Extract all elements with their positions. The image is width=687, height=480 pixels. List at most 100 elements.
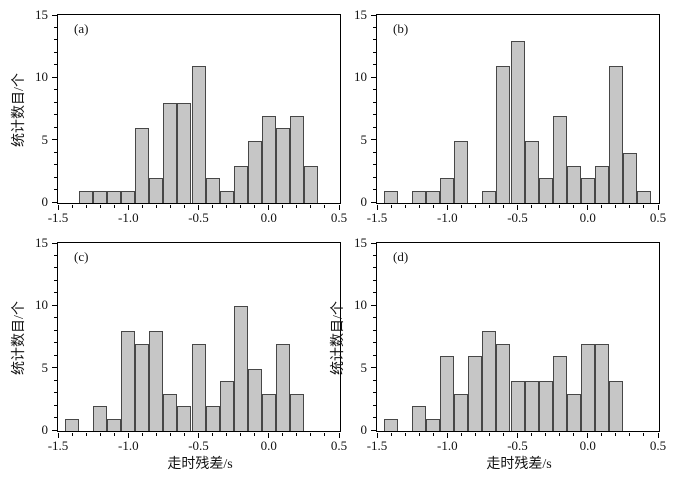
x-minor-tick xyxy=(310,432,312,436)
histogram-bar xyxy=(107,190,122,203)
y-minor-tick xyxy=(53,379,57,381)
histogram-bar xyxy=(303,165,318,203)
y-tick-label: 10 xyxy=(35,297,48,313)
x-tick-label: 0.0 xyxy=(579,210,596,225)
histogram-bar xyxy=(482,190,497,203)
y-axis-title: 统计数目/个 xyxy=(331,301,346,375)
x-minor-tick xyxy=(503,204,504,208)
panel-label: (c) xyxy=(74,249,89,264)
histogram-bar xyxy=(454,393,469,431)
y-minor-tick xyxy=(372,255,376,256)
x-minor-tick xyxy=(254,432,256,436)
x-minor-tick xyxy=(531,432,533,436)
y-minor-tick xyxy=(53,329,57,331)
y-tick-label: 15 xyxy=(354,235,367,250)
histogram-bar xyxy=(524,381,539,431)
y-major-tick xyxy=(51,76,57,78)
x-tick-label: 0.5 xyxy=(330,438,348,453)
x-minor-tick xyxy=(296,204,298,208)
y-minor-tick xyxy=(53,51,57,53)
histogram-bar xyxy=(412,406,427,431)
x-minor-tick xyxy=(531,204,533,208)
x-minor-tick xyxy=(296,432,298,436)
histogram-bar xyxy=(191,65,206,203)
x-major-tick xyxy=(127,432,129,438)
panel-label: (a) xyxy=(74,21,89,36)
x-tick-label: -0.5 xyxy=(507,210,528,225)
histogram-bar xyxy=(580,178,595,203)
x-minor-tick xyxy=(559,204,561,208)
x-tick-label: -1.0 xyxy=(118,210,139,225)
histogram-bar xyxy=(289,115,304,203)
panel-a: -1.5 -1.0 -0.5 0.0 0.5 0 5 10 15 (a) 统计数目/个 xyxy=(12,8,347,225)
histogram-bar xyxy=(121,190,136,203)
y-tick-label: 10 xyxy=(354,297,367,313)
x-minor-tick xyxy=(559,432,561,436)
histogram-bar xyxy=(247,368,262,431)
y-minor-tick xyxy=(372,417,376,418)
x-minor-tick xyxy=(488,432,490,436)
histogram-bar xyxy=(510,381,525,431)
y-major-tick xyxy=(370,304,376,306)
histogram-bar xyxy=(538,178,553,203)
y-minor-tick xyxy=(53,417,57,418)
x-tick-label: 0.5 xyxy=(330,210,348,225)
histogram-bar xyxy=(121,331,136,431)
x-tick-label: 0.5 xyxy=(649,438,667,453)
histogram-bar xyxy=(163,103,178,203)
y-major-tick xyxy=(370,76,376,78)
y-major-tick xyxy=(370,429,376,431)
x-minor-tick xyxy=(184,204,185,208)
y-minor-tick xyxy=(53,39,57,41)
x-minor-tick xyxy=(240,204,242,208)
y-tick-label: 15 xyxy=(35,7,48,22)
histogram-bar xyxy=(496,343,511,431)
y-minor-tick xyxy=(53,189,57,190)
x-axis-title: 走时残差/s xyxy=(167,457,233,472)
y-minor-tick xyxy=(53,27,57,28)
x-minor-tick xyxy=(573,432,575,436)
x-tick-label: 0.5 xyxy=(649,210,667,225)
histogram-bar xyxy=(191,343,206,431)
y-minor-tick xyxy=(372,392,376,394)
x-minor-tick xyxy=(212,432,214,436)
histogram-bar xyxy=(177,103,192,203)
x-minor-tick xyxy=(390,204,392,208)
x-minor-tick xyxy=(282,432,284,436)
x-tick-label: -0.5 xyxy=(188,438,209,453)
y-major-tick xyxy=(51,14,57,16)
x-minor-tick xyxy=(503,432,504,436)
x-minor-tick xyxy=(404,204,406,208)
x-major-tick xyxy=(268,204,270,210)
x-tick-label: -1.0 xyxy=(437,438,458,453)
x-major-tick xyxy=(338,204,340,210)
x-major-tick xyxy=(376,432,378,438)
x-minor-tick xyxy=(169,204,171,208)
y-minor-tick xyxy=(372,126,376,128)
x-minor-tick xyxy=(432,204,434,208)
histogram-bar xyxy=(205,178,220,203)
y-major-tick xyxy=(370,139,376,141)
histogram-bar xyxy=(524,140,539,203)
histogram-bar xyxy=(594,165,609,203)
y-major-tick xyxy=(370,14,376,16)
x-minor-tick xyxy=(615,204,617,208)
x-minor-tick xyxy=(212,204,214,208)
x-minor-tick xyxy=(240,432,242,436)
histogram-bar xyxy=(468,356,483,431)
y-tick-label: 10 xyxy=(35,69,48,85)
panel-d: -1.5 -1.0 -0.5 0.0 0.5 0 5 10 15 (d) 统计数目/个 走时残差/s xyxy=(331,236,666,473)
x-tick-label: -1.5 xyxy=(366,210,388,225)
histogram-bar xyxy=(440,178,455,203)
x-minor-tick xyxy=(545,204,547,208)
y-tick-label: 15 xyxy=(354,7,367,22)
histogram-bar xyxy=(552,115,567,203)
x-minor-tick xyxy=(226,432,228,436)
y-minor-tick xyxy=(372,176,376,178)
y-tick-label: 10 xyxy=(354,69,367,85)
histogram-bar xyxy=(135,343,150,431)
y-tick-label: 0 xyxy=(41,422,49,437)
histogram-bar xyxy=(384,418,399,431)
y-minor-tick xyxy=(372,317,376,319)
